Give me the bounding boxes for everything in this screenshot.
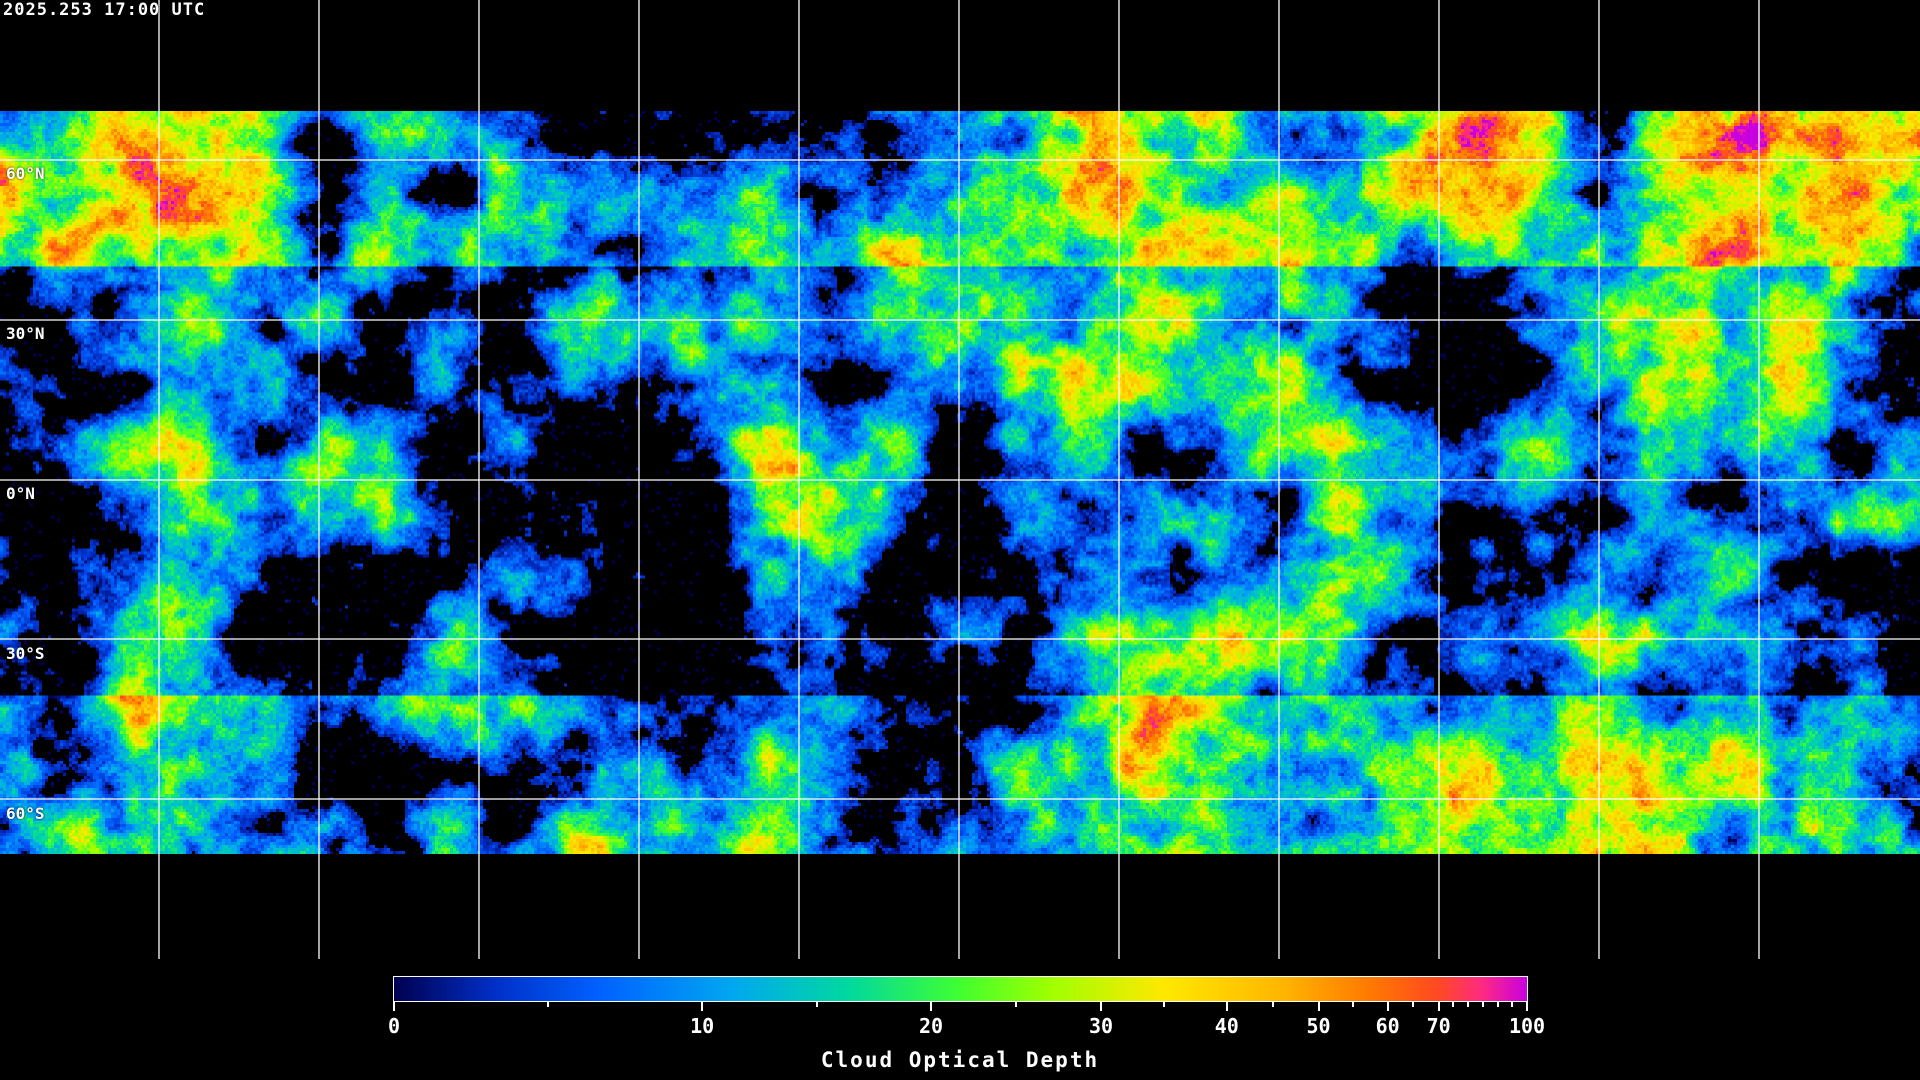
colorbar-tick-label: 0 [387, 1014, 401, 1038]
cloud-optical-depth-map: 2025.253 17:00 UTC 60°N 30°N 0°N 30°S 60… [0, 0, 1920, 959]
colorbar-minor-tick [1352, 1002, 1355, 1007]
colorbar-major-tick [1225, 1002, 1228, 1011]
colorbar-minor-tick [547, 1002, 550, 1007]
colorbar-minor-tick [1452, 1002, 1455, 1007]
colorbar-tick-label: 70 [1426, 1014, 1451, 1038]
colorbar-major-tick [701, 1002, 704, 1011]
colorbar-tick-label: 50 [1306, 1014, 1331, 1038]
lat-lon-gridlines [0, 0, 1920, 959]
lat-label-30s: 30°S [6, 644, 45, 663]
colorbar-tick-label: 10 [690, 1014, 715, 1038]
colorbar-minor-tick [1496, 1002, 1499, 1007]
colorbar-tick-label: 30 [1088, 1014, 1114, 1038]
colorbar-minor-tick [1412, 1002, 1415, 1007]
colorbar-minor-tick [1015, 1002, 1018, 1007]
colorbar-major-tick [1526, 1002, 1528, 1011]
colorbar-title: Cloud Optical Depth [820, 1048, 1100, 1072]
colorbar-tick-label: 60 [1375, 1014, 1400, 1038]
colorbar-major-tick [1099, 1002, 1102, 1011]
colorbar-major-tick [1437, 1002, 1440, 1011]
colorbar-tick-label: 40 [1214, 1014, 1239, 1038]
colorbar-ticks [393, 1002, 1528, 1022]
colorbar-major-tick [1386, 1002, 1389, 1011]
colorbar-minor-tick [1467, 1002, 1470, 1007]
colorbar-minor-tick [1162, 1002, 1165, 1007]
colorbar-minor-tick [1481, 1002, 1484, 1007]
timestamp: 2025.253 17:00 UTC [3, 0, 206, 20]
lat-label-60s: 60°S [6, 804, 45, 823]
colorbar-tick-label: 20 [918, 1014, 944, 1038]
colorbar-major-tick [930, 1002, 933, 1011]
colorbar [393, 976, 1528, 1002]
colorbar-tick-label: 100 [1508, 1014, 1546, 1038]
lat-label-60n: 60°N [6, 164, 45, 183]
colorbar-minor-tick [1511, 1002, 1514, 1007]
lat-label-equator: 0°N [6, 484, 35, 503]
colorbar-minor-tick [815, 1002, 818, 1007]
colorbar-major-tick [1317, 1002, 1320, 1011]
lat-label-30n: 30°N [6, 324, 45, 343]
colorbar-major-tick [393, 1002, 395, 1011]
colorbar-minor-tick [1271, 1002, 1274, 1007]
